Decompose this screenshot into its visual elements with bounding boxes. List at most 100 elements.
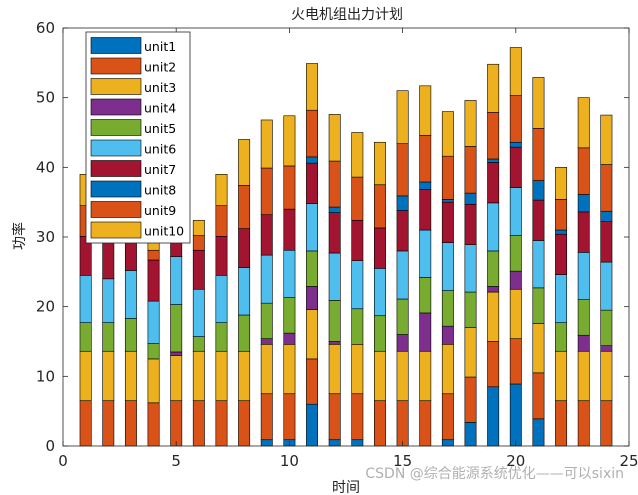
bar-unit6-t18 <box>464 244 477 293</box>
legend-swatch-unit2 <box>90 57 142 75</box>
bar-unit2-t2 <box>102 400 115 447</box>
legend-swatch-unit5 <box>90 119 142 136</box>
bar-unit3-t23 <box>577 350 590 402</box>
bar-unit5-t3 <box>124 318 137 352</box>
bar-unit7-t22 <box>555 233 568 275</box>
bar-unit5-t12 <box>328 300 341 342</box>
bar-unit9-t13 <box>351 176 364 221</box>
bar-unit2-t9 <box>260 393 273 441</box>
bar-unit6-t21 <box>532 240 545 289</box>
bar-unit8-t16 <box>419 181 432 190</box>
bar-unit3-t4 <box>147 358 160 404</box>
bar-unit10-t12 <box>328 114 341 162</box>
bar-unit4-t16 <box>419 312 432 352</box>
bar-unit6-t5 <box>170 256 183 305</box>
bar-unit10-t7 <box>215 174 228 206</box>
bar-unit5-t19 <box>487 250 500 287</box>
bar-unit9-t4 <box>147 249 160 261</box>
bar-unit9-t15 <box>396 143 409 197</box>
legend-label-unit2: unit2 <box>144 60 176 75</box>
bar-unit5-t14 <box>373 315 386 352</box>
bar-unit4-t23 <box>577 334 590 352</box>
legend-swatch-unit4 <box>90 98 142 116</box>
bar-unit4-t15 <box>396 334 409 352</box>
axes <box>62 27 630 447</box>
bar-unit5-t21 <box>532 287 545 324</box>
bar-unit10-t13 <box>351 132 364 178</box>
watermark: CSDN @综合能源系统优化——可以sixin <box>365 466 624 482</box>
bar-unit3-t17 <box>441 343 454 395</box>
bar-group <box>79 47 613 447</box>
bar-unit7-t6 <box>192 249 205 290</box>
x-tick-label: 0 <box>58 452 68 470</box>
bar-unit4-t5 <box>170 351 183 356</box>
bar-unit3-t6 <box>192 350 205 402</box>
bar-unit10-t17 <box>441 111 454 157</box>
x-tick-label: 5 <box>171 452 181 470</box>
bar-unit4-t17 <box>441 325 454 345</box>
bar-unit10-t19 <box>487 63 500 113</box>
bar-unit6-t24 <box>600 261 613 311</box>
bar-unit7-t10 <box>283 208 296 251</box>
bar-unit6-t1 <box>79 275 92 323</box>
bar-unit9-t12 <box>328 160 341 208</box>
bar-unit10-t11 <box>306 63 319 111</box>
bar-unit8-t21 <box>532 180 545 201</box>
bar-unit4-t20 <box>509 270 522 290</box>
bar-unit7-t23 <box>577 211 590 253</box>
bar-unit4-t10 <box>283 332 296 345</box>
bar-unit10-t9 <box>260 119 273 169</box>
bar-unit5-t5 <box>170 304 183 353</box>
bar-unit10-t23 <box>577 97 590 149</box>
bar-unit4-t9 <box>260 338 273 345</box>
bar-unit3-t19 <box>487 291 500 342</box>
bar-unit2-t23 <box>577 400 590 447</box>
bar-unit2-t12 <box>328 393 341 441</box>
bar-unit5-t17 <box>441 290 454 327</box>
legend-label-unit10: unit10 <box>144 224 184 239</box>
bar-unit7-t4 <box>147 259 160 302</box>
bar-unit6-t4 <box>147 300 160 344</box>
bar-unit3-t20 <box>509 288 522 340</box>
bar-unit7-t15 <box>396 210 409 252</box>
bar-unit6-t17 <box>441 242 454 291</box>
bar-unit6-t19 <box>487 202 500 252</box>
bar-unit9-t11 <box>306 109 319 158</box>
bar-unit9-t7 <box>215 205 228 237</box>
bar-unit8-t17 <box>441 199 454 203</box>
bar-unit1-t20 <box>509 383 522 447</box>
bar-unit8-t23 <box>577 194 590 213</box>
chart-title: 火电机组出力计划 <box>291 7 403 23</box>
bar-unit2-t6 <box>192 400 205 447</box>
bar-unit7-t8 <box>238 228 251 268</box>
y-tick-label: 50 <box>36 89 55 107</box>
bar-unit2-t14 <box>373 400 386 447</box>
bar-unit6-t16 <box>419 229 432 278</box>
bar-unit7-t12 <box>328 212 341 254</box>
bar-unit9-t10 <box>283 165 296 210</box>
legend-swatch-unit6 <box>90 139 142 157</box>
bar-unit6-t12 <box>328 252 341 301</box>
bar-unit8-t15 <box>396 195 409 211</box>
legend-label-unit9: unit9 <box>144 203 176 218</box>
bar-unit2-t10 <box>283 393 296 441</box>
bar-unit9-t6 <box>192 235 205 251</box>
bar-unit3-t1 <box>79 350 92 402</box>
bar-unit7-t19 <box>487 162 500 204</box>
bar-unit9-t19 <box>487 112 500 160</box>
bar-unit10-t20 <box>509 47 522 96</box>
bar-unit6-t15 <box>396 250 409 300</box>
bar-unit1-t19 <box>487 386 500 447</box>
y-tick-label: 60 <box>36 19 55 37</box>
bar-unit1-t17 <box>441 439 454 447</box>
bar-unit6-t6 <box>192 288 205 337</box>
bar-unit6-t20 <box>509 187 522 236</box>
bar-unit7-t21 <box>532 199 545 241</box>
bar-unit2-t8 <box>238 400 251 447</box>
bar-unit5-t18 <box>464 291 477 328</box>
legend-swatch-unit8 <box>90 180 142 198</box>
y-tick-label: 0 <box>45 437 55 455</box>
bar-unit9-t22 <box>555 199 568 231</box>
bar-unit1-t11 <box>306 403 319 447</box>
bar-unit2-t3 <box>124 400 137 447</box>
